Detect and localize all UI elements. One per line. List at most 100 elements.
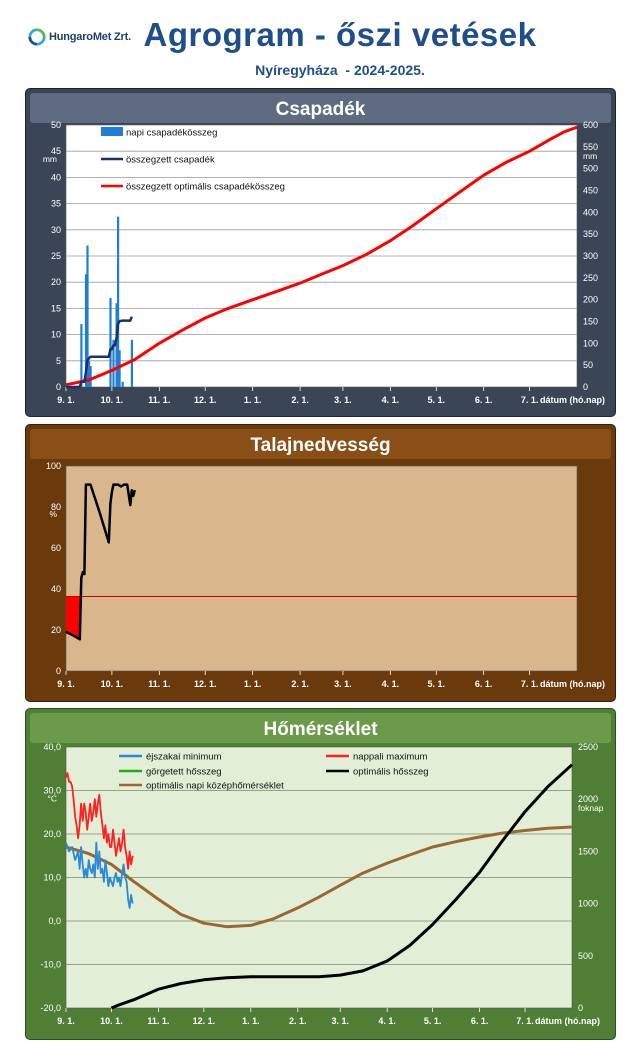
chart-title-bar [30, 429, 611, 459]
x-tick-label: 6. 1. [471, 1016, 489, 1026]
legend-label: éjszakai minimum [146, 752, 222, 763]
precip-bar [86, 245, 89, 387]
chart-title-bar [30, 93, 611, 123]
y-tick-label: 30,0 [43, 786, 61, 796]
precip-bar [112, 339, 115, 387]
y2-tick-label: 550 [583, 142, 598, 152]
x-tick-label: 2. 1. [291, 679, 309, 689]
y-tick-label: 100 [46, 461, 61, 471]
y2-tick-label: 450 [583, 186, 598, 196]
precip-bar [109, 297, 112, 387]
x-tick-label: 10. 1. [101, 395, 124, 405]
x-tick-label: 12. 1. [194, 679, 217, 689]
x-tick-label: 9. 1. [57, 679, 75, 689]
series-line-optimal-precip-sum [65, 125, 578, 387]
y2-tick-label: 250 [583, 273, 598, 283]
x-tick-label: 1. 1. [244, 395, 262, 405]
temperature-chart-panel: Hőmérséklet -20,0 -10,0 0,0 10,0 20,0 30,0 40,0… [25, 708, 616, 1040]
x-tick-label: 7. 1. [521, 395, 539, 405]
legend-label: összegzett optimális csapadékösszeg [126, 182, 285, 193]
y-tick-label: 0 [56, 382, 61, 392]
y-tick-label: 0,0 [48, 916, 61, 926]
x-tick-label: 7. 1. [516, 1016, 534, 1026]
series-line-cumulative-precip [66, 316, 133, 389]
y-tick-label: 40 [51, 584, 61, 594]
x-tick-label: 4. 1. [378, 1016, 396, 1026]
x-tick-label: 1. 1. [244, 679, 262, 689]
x-tick-label: 4. 1. [382, 679, 400, 689]
x-tick-label: 6. 1. [475, 679, 493, 689]
hungaromet-logo-icon [28, 28, 46, 46]
precip-bar [121, 381, 124, 387]
y2-unit-label: mm [583, 151, 597, 161]
precip-bar [117, 216, 120, 387]
y-tick-label: 15 [51, 303, 61, 313]
precip-bar [115, 303, 118, 387]
x-tick-label: 6. 1. [475, 395, 493, 405]
hungaromet-logo: HungaroMet Zrt. [28, 28, 131, 46]
y2-tick-label: 1000 [578, 899, 598, 909]
chart-title: Hőmérséklet [263, 719, 378, 740]
y-tick-label: 35 [51, 199, 61, 209]
y-tick-label: 45 [51, 146, 61, 156]
x-tick-label: 11. 1. [147, 1016, 169, 1026]
legend-label: görgetett hősszeg [146, 767, 222, 778]
precipitation-chart-panel: Csapadék 0 5 10 15 20 25 30 35 40 45 50 mm 0 50 100 150 2… [25, 88, 616, 417]
precip-bar [130, 339, 133, 387]
y2-tick-label: 0 [583, 382, 588, 392]
series-line-soil-moisture [65, 483, 137, 641]
plot-area [65, 465, 578, 672]
x-tick-label: 3. 1. [334, 395, 352, 405]
y-unit-label: °C [47, 794, 57, 804]
x-tick-label: 3. 1. [334, 679, 352, 689]
y-tick-label: -20,0 [40, 1003, 61, 1013]
y2-tick-label: 100 [583, 338, 598, 348]
precipitation-chart: Csapadék 0 5 10 15 20 25 30 35 40 45 50 mm 0 50 100 150 2… [30, 93, 611, 405]
y-tick-label: 0 [56, 666, 61, 676]
legend-label: optimális hősszeg [353, 767, 429, 778]
precip-bar [89, 366, 92, 387]
y-tick-label: 25 [51, 251, 61, 261]
legend-label: összegzett csapadék [126, 155, 215, 166]
drought-area [66, 596, 81, 640]
x-tick-label: 7. 1. [521, 679, 539, 689]
page-title: Agrogram - őszi vetések [143, 16, 537, 53]
x-axis-label: dátum (hó.nap) [535, 1016, 600, 1026]
x-tick-label: 4. 1. [382, 395, 400, 405]
y2-tick-label: 0 [578, 1003, 583, 1013]
x-tick-label: 5. 1. [424, 1016, 442, 1026]
y-tick-label: 30 [51, 225, 61, 235]
x-tick-label: 5. 1. [427, 679, 445, 689]
series-line-daily-max [65, 772, 134, 870]
x-tick-label: 1. 1. [242, 1016, 260, 1026]
y-tick-label: 50 [51, 120, 61, 130]
y-tick-label: 20 [51, 277, 61, 287]
y2-tick-label: 600 [583, 120, 598, 130]
temperature-chart: Hőmérséklet -20,0 -10,0 0,0 10,0 20,0 30,0 40,0… [30, 713, 611, 1026]
x-tick-label: 10. 1. [101, 679, 124, 689]
y-tick-label: 40,0 [43, 742, 61, 752]
y-tick-label: 20 [51, 625, 61, 635]
legend-swatch-bar [101, 127, 123, 136]
x-axis-label: dátum (hó.nap) [540, 395, 605, 405]
y2-tick-label: 500 [583, 164, 598, 174]
series-line-optimal-heat-sum [110, 763, 574, 1010]
x-tick-label: 11. 1. [148, 679, 170, 689]
soil-moisture-chart-panel: Talajnedvesség 0 20 40 60 80 100% 9. 1. 10. 1. 11… [25, 424, 616, 702]
series-line-optimal-mean-temp [65, 825, 573, 929]
y2-tick-label: 150 [583, 317, 598, 327]
y-tick-label: 10 [51, 330, 61, 340]
y2-tick-label: 1500 [578, 846, 598, 856]
precip-bar [84, 274, 88, 387]
y-tick-label: 80 [51, 502, 61, 512]
header: HungaroMet Zrt. Agrogram - őszi vetések … [0, 0, 640, 88]
y2-tick-label: 2000 [578, 794, 598, 804]
y2-unit-label: foknap [578, 803, 604, 813]
y2-tick-label: 200 [583, 295, 598, 305]
y-tick-label: -10,0 [40, 960, 61, 970]
x-tick-label: 12. 1. [193, 1016, 216, 1026]
x-tick-label: 12. 1. [194, 395, 217, 405]
precip-bar [118, 350, 121, 387]
y2-tick-label: 350 [583, 229, 598, 239]
y2-tick-label: 500 [578, 951, 593, 961]
